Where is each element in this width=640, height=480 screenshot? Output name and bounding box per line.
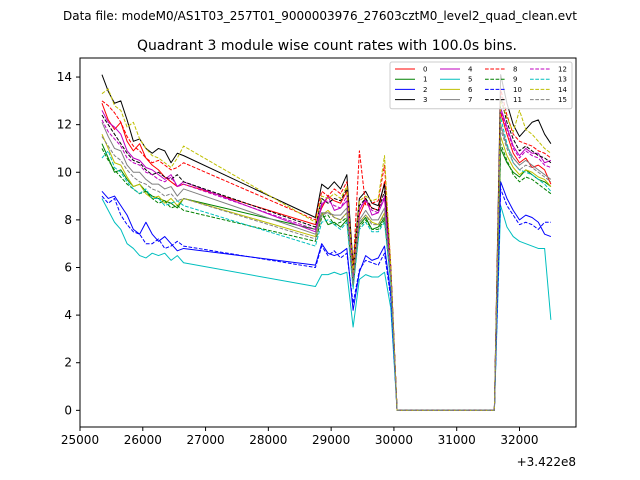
- axes-frame: [79, 57, 577, 428]
- legend-label-9: 9: [513, 76, 517, 84]
- x-tick-label: 27000: [186, 433, 224, 447]
- legend-label-5: 5: [468, 76, 472, 84]
- legend-label-4: 4: [468, 66, 473, 74]
- x-tick-label: 25000: [61, 433, 99, 447]
- chart-suptitle: Data file: modeM0/AS1T03_257T01_90000039…: [63, 9, 577, 23]
- series-line-12: [101, 109, 552, 411]
- series-line-11: [101, 95, 552, 411]
- legend-label-7: 7: [468, 96, 472, 104]
- y-tick-label: 10: [57, 165, 72, 179]
- x-tick-label: 31000: [438, 433, 476, 447]
- series-line-5: [101, 198, 552, 411]
- legend-label-8: 8: [513, 66, 517, 74]
- legend-label-2: 2: [423, 86, 427, 94]
- x-tick-label: 28000: [249, 433, 287, 447]
- y-axis: 0 2 4 6 8 10 12 14: [57, 70, 80, 417]
- x-tick-label: 32000: [500, 433, 538, 447]
- series-line-4: [101, 107, 552, 411]
- legend-label-1: 1: [423, 76, 427, 84]
- chart-title: Quadrant 3 module wise count rates with …: [137, 38, 517, 54]
- legend-label-10: 10: [513, 86, 522, 94]
- legend-label-3: 3: [423, 96, 427, 104]
- series-line-15: [101, 128, 552, 411]
- y-tick-label: 8: [64, 213, 72, 227]
- legend-label-0: 0: [423, 66, 427, 74]
- legend-label-15: 15: [558, 96, 567, 104]
- legend-label-12: 12: [558, 66, 567, 74]
- y-tick-label: 2: [64, 356, 72, 370]
- y-tick-label: 14: [57, 70, 72, 84]
- x-tick-label: 30000: [375, 433, 413, 447]
- y-tick-label: 4: [64, 308, 72, 322]
- legend-label-6: 6: [468, 86, 473, 94]
- series-layer: [101, 74, 552, 411]
- y-tick-label: 12: [57, 118, 72, 132]
- legend-label-11: 11: [513, 96, 522, 104]
- x-tick-label: 26000: [124, 433, 162, 447]
- series-line-10: [101, 188, 551, 411]
- legend-box: [389, 61, 573, 110]
- x-tick-label: 29000: [312, 433, 350, 447]
- y-tick-label: 0: [64, 403, 72, 417]
- legend-label-14: 14: [558, 86, 567, 94]
- x-offset-label: +3.422e8: [517, 455, 576, 469]
- series-line-14: [101, 88, 552, 411]
- legend-label-13: 13: [558, 76, 567, 84]
- plot-area: [80, 58, 576, 427]
- y-tick-label: 6: [64, 260, 72, 274]
- x-axis: 25000 26000 27000 28000 29000 30000 31000 32000: [61, 427, 539, 447]
